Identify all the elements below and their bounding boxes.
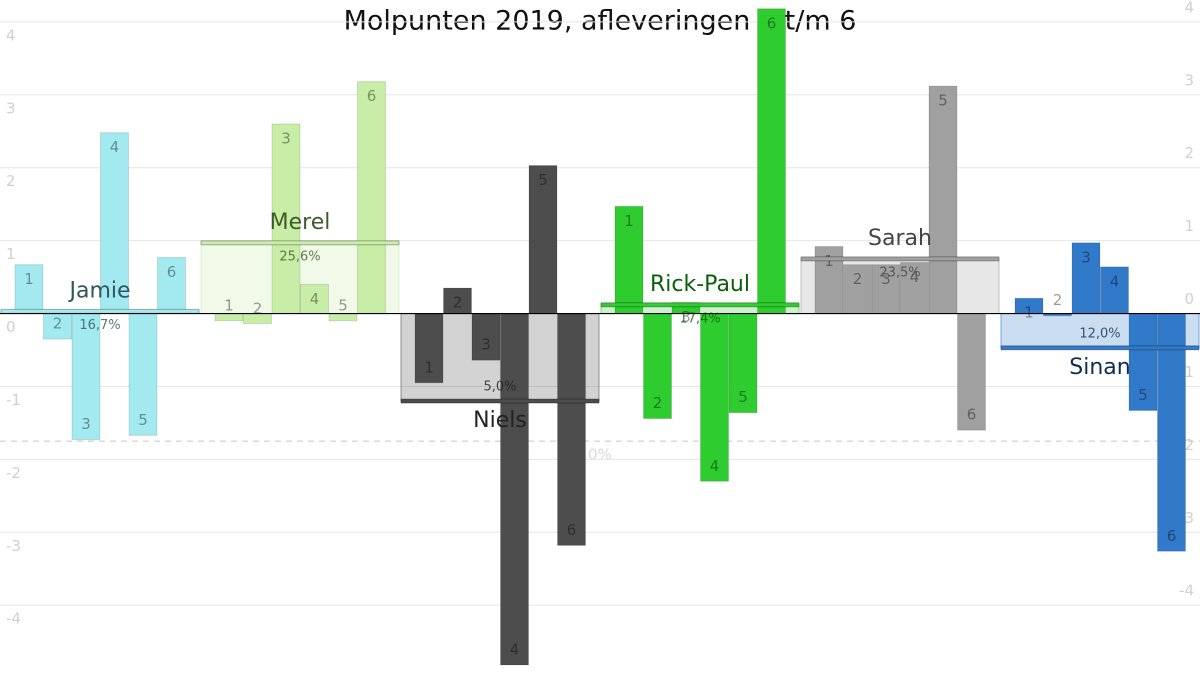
series-group: 1 2 3 4 5 6 Jamie 16,7% (0, 132, 200, 441)
bar-label: 6 (967, 406, 977, 424)
bar (843, 264, 872, 315)
bar-label: 4 (310, 290, 320, 308)
y2-tick-label: 4 (1184, 0, 1194, 16)
bar-label: 5 (538, 171, 548, 189)
y2-tick-label: 2 (1184, 144, 1194, 162)
y-tick-label: -2 (6, 464, 21, 482)
bar (1128, 313, 1158, 412)
bar (700, 313, 729, 482)
bar-label: 6 (167, 263, 177, 281)
bar-label: 4 (510, 641, 520, 659)
series-percent: 25,6% (279, 249, 320, 264)
series-percent: 12,0% (1079, 326, 1120, 341)
bar (43, 313, 72, 340)
series-name: Niels (473, 408, 527, 433)
bar (14, 264, 44, 315)
bar-label: 3 (1081, 248, 1091, 266)
bar-label: 3 (81, 415, 91, 433)
bar (443, 287, 472, 315)
series-percent: 17,4% (679, 311, 720, 326)
y2-tick-label: 1 (1184, 217, 1194, 235)
mean-line (400, 398, 600, 404)
bar-label: 3 (881, 270, 891, 288)
bar (871, 264, 901, 315)
y-tick-label: 0 (6, 318, 16, 336)
mean-line (1000, 345, 1200, 351)
series-percent: 16,7% (79, 318, 120, 333)
bar (643, 313, 672, 420)
mean-line (600, 302, 800, 308)
y-tick-label: -4 (6, 610, 21, 628)
bar-label: 6 (767, 14, 777, 32)
bar (1100, 266, 1129, 315)
y-tick-label: 4 (6, 26, 16, 44)
bar-label: 1 (1024, 304, 1034, 322)
bar-label: 2 (253, 299, 263, 317)
series-name: Merel (270, 210, 331, 235)
bar-label: 5 (738, 388, 748, 406)
bar-label: 4 (710, 457, 720, 475)
series-group: 1 2 3 4 5 6 Rick-Paul 17,4% (600, 8, 800, 482)
bar (357, 81, 386, 315)
bar-label: 2 (653, 394, 663, 412)
mean-line (800, 256, 1000, 262)
bar (128, 313, 158, 436)
bar-label: 5 (338, 296, 348, 314)
bar (500, 313, 529, 666)
bar-label: 1 (624, 212, 634, 230)
bar (557, 313, 586, 546)
bar-label: 2 (853, 270, 863, 288)
bar-label: 3 (281, 129, 291, 147)
y2-tick-label: -4 (1179, 582, 1194, 600)
bar-label: 2 (1053, 291, 1063, 309)
bar (928, 85, 958, 315)
bar-label: 1 (24, 270, 34, 288)
y2-tick-label: 0 (1184, 290, 1194, 308)
bar-label: 5 (938, 92, 948, 110)
bar (471, 313, 501, 361)
series-percent: 23,5% (879, 265, 920, 280)
series-group: 1 2 3 4 5 6 Merel 25,6% (200, 81, 400, 325)
bar-label: 6 (1167, 527, 1177, 545)
bar-label: 1 (824, 252, 834, 270)
series-group: 1 2 3 4 5 6 Niels 5,0% (400, 165, 600, 666)
y-tick-label: 1 (6, 245, 16, 263)
y2-tick-label: 3 (1184, 71, 1194, 89)
bar-label: 3 (481, 336, 491, 354)
y-tick-label: -3 (6, 537, 21, 555)
series-group: 123456Sarah23,5% (800, 85, 1000, 431)
bar-label: 4 (1110, 272, 1120, 290)
bar-label: 2 (53, 315, 63, 333)
bar-label: 6 (567, 521, 577, 539)
bar-label: 1 (424, 358, 434, 376)
series-percent: 5,0% (483, 380, 516, 395)
bar (71, 313, 101, 441)
series-group: 1 2 3 4 5 6 Sinan 12,0% (1000, 242, 1200, 552)
series-name: Sarah (868, 226, 932, 251)
bar-label: 6 (367, 87, 377, 105)
bar-label: 5 (1138, 386, 1148, 404)
y-tick-label: -1 (6, 391, 21, 409)
series-name: Rick-Paul (650, 272, 750, 297)
bar-label: 5 (138, 411, 148, 429)
bar-label: 4 (910, 268, 920, 286)
series-name: Jamie (67, 278, 130, 303)
series-name: Sinan (1069, 355, 1130, 380)
bar-label: 2 (453, 294, 463, 312)
bar-label: 4 (110, 138, 120, 156)
bar (528, 165, 558, 315)
bar-label: 3 (681, 308, 691, 326)
grid (0, 21, 1200, 606)
threshold-label: 0% (588, 446, 612, 464)
mean-line (0, 308, 200, 314)
bar (757, 8, 786, 315)
bar (328, 313, 358, 322)
y-tick-label: 3 (6, 99, 16, 117)
bar (271, 123, 301, 315)
mean-line (200, 240, 400, 246)
bar (214, 313, 244, 322)
bar-label: 1 (224, 296, 234, 314)
y-tick-label: 2 (6, 172, 16, 190)
